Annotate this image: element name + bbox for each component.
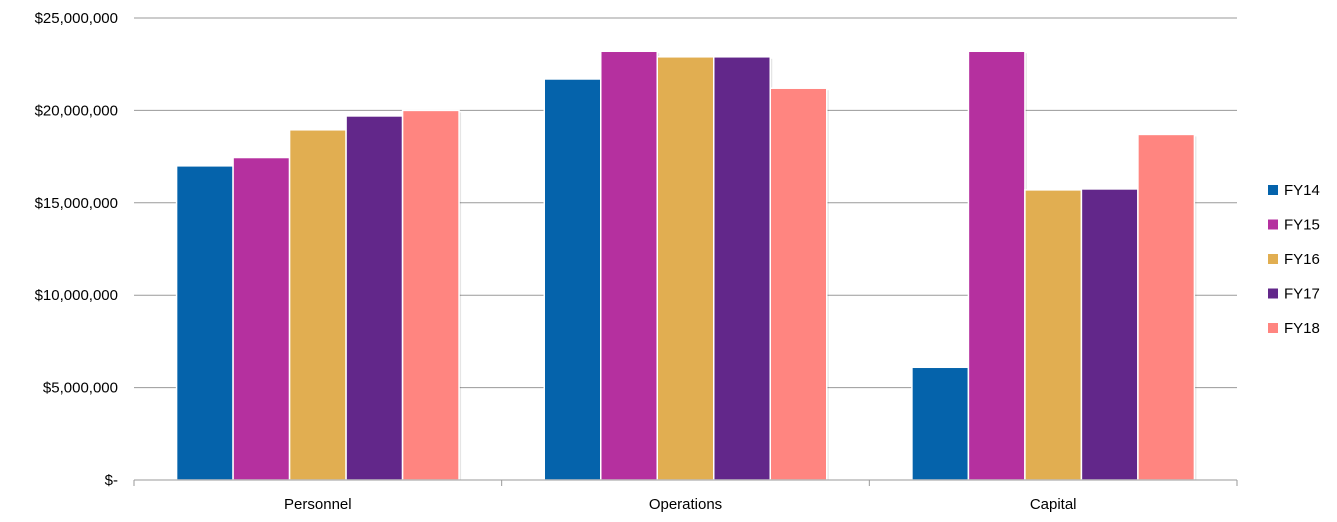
bar-fy16-personnel [288, 129, 347, 481]
bar-fy14-capital [911, 366, 970, 481]
y-tick-label: $20,000,000 [35, 102, 118, 119]
y-tick-label: $10,000,000 [35, 287, 118, 304]
bar-fy17-personnel [345, 115, 404, 481]
bar-fy18-personnel [401, 109, 460, 481]
legend-swatch-fy18 [1268, 323, 1278, 333]
y-tick-label: $- [105, 472, 118, 489]
x-category-label: Personnel [284, 496, 352, 513]
legend-swatch-fy17 [1268, 288, 1278, 299]
legend-swatch-fy14 [1268, 185, 1278, 195]
bar-fy15-personnel [232, 156, 291, 481]
y-tick-label: $15,000,000 [35, 195, 118, 212]
legend-swatch-fy15 [1268, 219, 1278, 230]
bar-fy16-capital [1024, 189, 1083, 481]
y-tick-label: $5,000,000 [43, 380, 118, 397]
bar-fy15-operations [600, 50, 658, 481]
legend: FY14 FY15 FY16 FY17 FY18 [1268, 182, 1320, 337]
legend-label: FY14 [1284, 182, 1320, 199]
bar-fy16-operations [656, 56, 715, 481]
legend-label: FY15 [1284, 217, 1320, 234]
bars [175, 50, 1197, 481]
axes: $- $5,000,000 $10,000,000 $15,000,000 $20,00… [35, 10, 1238, 513]
bar-fy17-operations [713, 56, 771, 481]
legend-swatch-fy16 [1268, 254, 1278, 264]
legend-label: FY18 [1284, 320, 1320, 337]
x-category-label: Capital [1030, 496, 1077, 513]
bar-fy18-capital [1137, 133, 1196, 481]
x-category-label: Operations [649, 496, 722, 513]
bar-fy14-personnel [175, 165, 234, 481]
bar-fy14-operations [543, 78, 602, 481]
legend-label: FY16 [1284, 251, 1320, 268]
y-tick-label: $25,000,000 [35, 10, 118, 27]
bar-fy15-capital [967, 50, 1026, 481]
legend-label: FY17 [1284, 286, 1320, 303]
bar-fy18-operations [769, 87, 828, 481]
bar-fy17-capital [1080, 188, 1139, 481]
